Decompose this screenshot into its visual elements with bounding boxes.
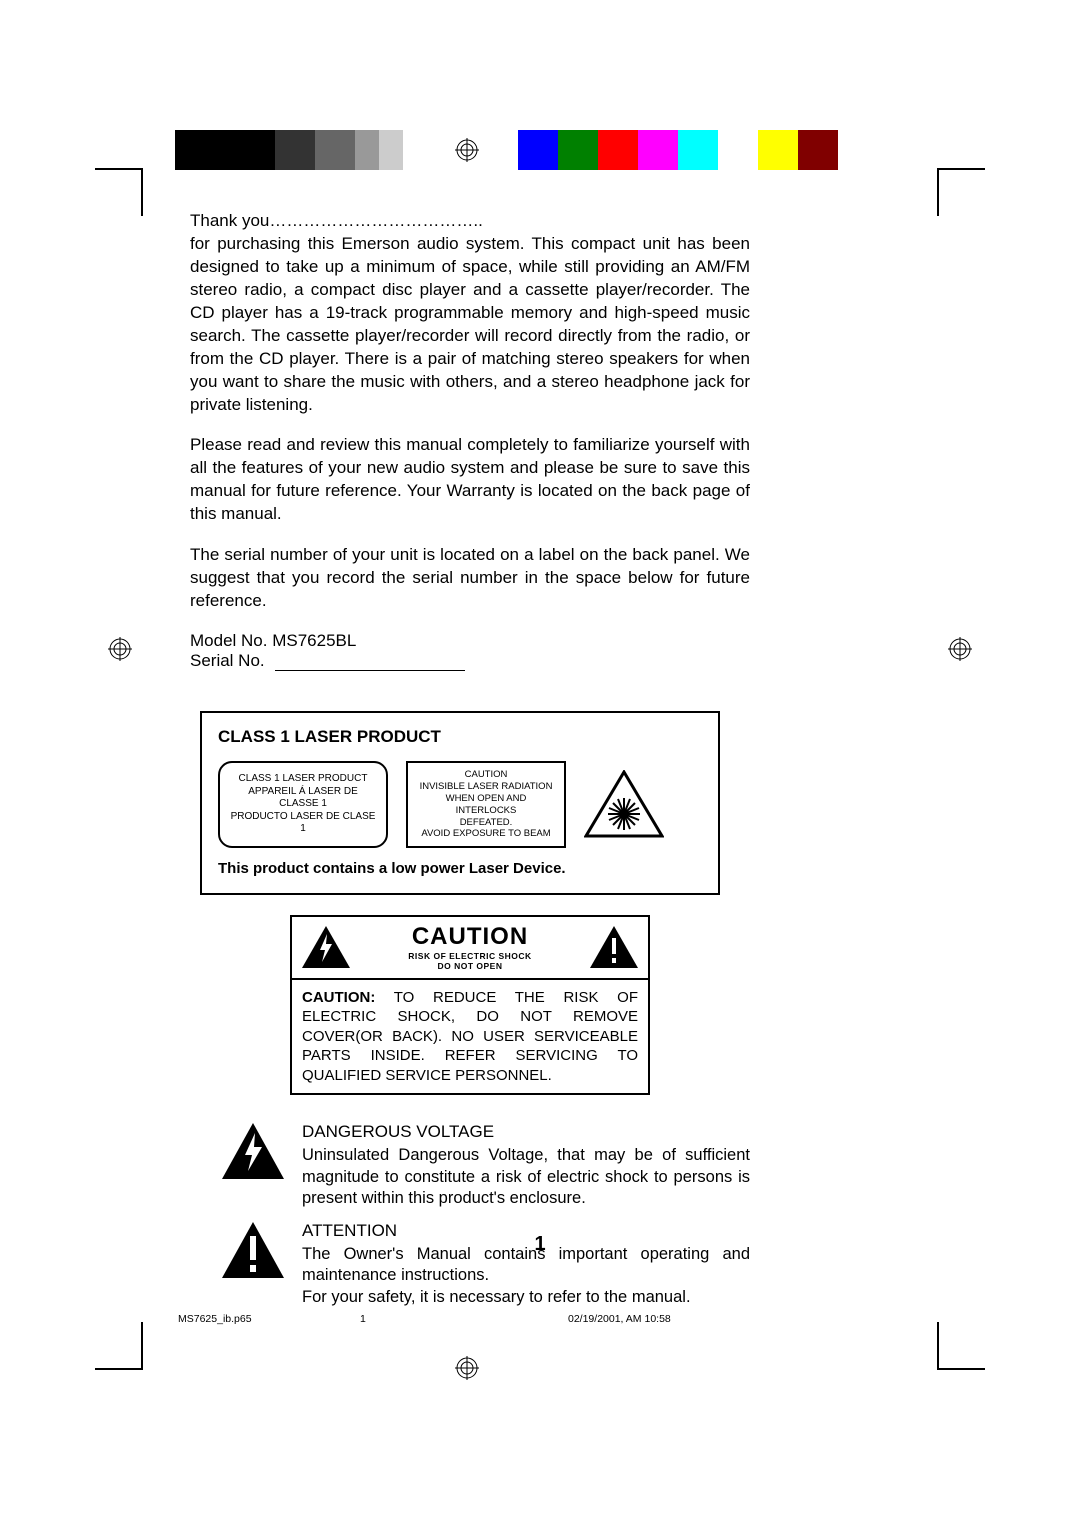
color-swatch — [598, 130, 638, 170]
laser-caution-box: CAUTION INVISIBLE LASER RADIATION WHEN O… — [406, 761, 566, 848]
dangerous-voltage-text: DANGEROUS VOLTAGE Uninsulated Dangerous … — [302, 1121, 750, 1209]
caution-body: CAUTION: TO REDUCE THE RISK OF ELECTRIC … — [292, 980, 648, 1094]
page-number: 1 — [0, 1233, 1080, 1256]
color-swatch — [798, 130, 838, 170]
caution-big: CAUTION — [352, 923, 588, 951]
dangerous-voltage-header: DANGEROUS VOLTAGE — [302, 1121, 750, 1143]
lightning-triangle-icon — [220, 1121, 286, 1181]
color-swatch — [758, 130, 798, 170]
crop-mark — [937, 1322, 939, 1370]
gray-swatch — [379, 130, 403, 170]
thank-you-text: Thank you……………………………….. — [190, 210, 750, 233]
gray-swatch — [175, 130, 275, 170]
color-swatch — [718, 130, 758, 170]
caution-line1: RISK OF ELECTRIC SHOCK — [352, 951, 588, 961]
laser-note: This product contains a low power Laser … — [218, 860, 702, 877]
laser-product-section: CLASS 1 LASER PRODUCT CLASS 1 LASER PROD… — [200, 711, 720, 895]
laser-box1-line: PRODUCTO LASER DE CLASE 1 — [228, 811, 378, 836]
laser-box2-line: INVISIBLE LASER RADIATION — [414, 781, 558, 793]
footer-page-num: 1 — [360, 1313, 366, 1325]
intro-paragraph-3: The serial number of your unit is locate… — [190, 544, 750, 613]
dangerous-voltage-row: DANGEROUS VOLTAGE Uninsulated Dangerous … — [220, 1121, 750, 1209]
laser-box2-line: CAUTION — [414, 769, 558, 781]
gray-swatch — [315, 130, 355, 170]
crop-mark — [95, 1368, 143, 1370]
gray-swatch — [403, 130, 427, 170]
color-swatch — [678, 130, 718, 170]
intro-paragraph-1: for purchasing this Emerson audio system… — [190, 233, 750, 417]
dangerous-voltage-body: Uninsulated Dangerous Voltage, that may … — [302, 1145, 750, 1209]
calibration-bars — [0, 130, 1080, 170]
lightning-triangle-icon — [300, 924, 352, 970]
footer-timestamp: 02/19/2001, AM 10:58 — [568, 1313, 671, 1325]
serial-blank-line — [275, 653, 465, 671]
color-swatch — [518, 130, 558, 170]
crop-mark — [141, 1322, 143, 1370]
gray-swatch — [275, 130, 315, 170]
laser-warning-triangle-icon — [584, 770, 664, 840]
registration-mark-icon — [948, 637, 972, 661]
color-swatch — [558, 130, 598, 170]
footer-filename: MS7625_ib.p65 — [178, 1313, 252, 1325]
serial-label: Serial No. — [190, 651, 265, 671]
caution-header-text: CAUTION RISK OF ELECTRIC SHOCK DO NOT OP… — [352, 923, 588, 971]
laser-box2-line: AVOID EXPOSURE TO BEAM — [414, 828, 558, 840]
caution-body-bold: CAUTION: — [302, 989, 375, 1006]
color-swatch — [638, 130, 678, 170]
model-number: Model No. MS7625BL — [190, 631, 750, 651]
laser-box2-line: WHEN OPEN AND INTERLOCKS — [414, 793, 558, 817]
registration-mark-icon — [455, 1356, 479, 1380]
serial-number-row: Serial No. — [190, 651, 750, 671]
laser-box1-line: CLASS 1 LASER PRODUCT — [228, 773, 378, 786]
page-content: Thank you……………………………….. for purchasing t… — [190, 210, 750, 1308]
attention-body-2: For your safety, it is necessary to refe… — [302, 1287, 750, 1308]
caution-box: CAUTION RISK OF ELECTRIC SHOCK DO NOT OP… — [290, 915, 650, 1095]
laser-class-label-box: CLASS 1 LASER PRODUCT APPAREIL Á LASER D… — [218, 761, 388, 848]
crop-mark — [937, 168, 939, 216]
laser-box2-line: DEFEATED. — [414, 817, 558, 829]
laser-title: CLASS 1 LASER PRODUCT — [218, 727, 702, 747]
crop-mark — [141, 168, 143, 216]
caution-line2: DO NOT OPEN — [352, 961, 588, 971]
intro-paragraph-2: Please read and review this manual compl… — [190, 434, 750, 526]
registration-mark-icon — [108, 637, 132, 661]
gray-swatch — [355, 130, 379, 170]
exclamation-triangle-icon — [588, 924, 640, 970]
laser-box1-line: APPAREIL Á LASER DE CLASSE 1 — [228, 786, 378, 811]
intro-section: Thank you……………………………….. for purchasing t… — [190, 210, 750, 671]
crop-mark — [937, 1368, 985, 1370]
